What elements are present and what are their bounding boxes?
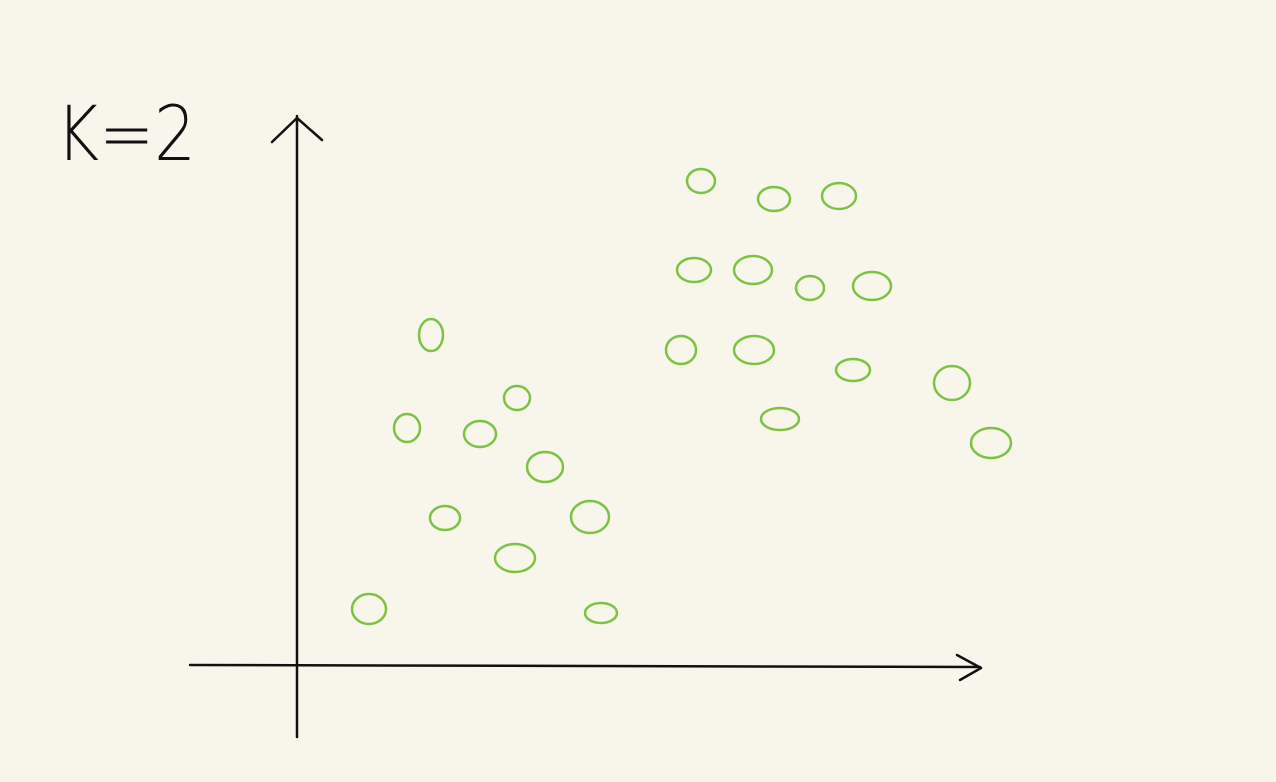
point bbox=[932, 364, 972, 402]
point bbox=[675, 256, 713, 284]
point bbox=[759, 406, 801, 432]
point bbox=[664, 334, 698, 366]
x-axis-line bbox=[188, 663, 982, 669]
point bbox=[525, 450, 565, 484]
point bbox=[794, 274, 826, 302]
point bbox=[462, 419, 498, 449]
point bbox=[756, 185, 792, 213]
point bbox=[569, 499, 611, 535]
point bbox=[969, 426, 1013, 460]
point bbox=[428, 504, 462, 532]
point bbox=[350, 592, 388, 626]
annotation: K=2 bbox=[56, 89, 196, 178]
point bbox=[583, 601, 619, 625]
point bbox=[820, 181, 858, 211]
point bbox=[502, 384, 532, 412]
y-axis-arrow bbox=[270, 116, 324, 144]
x-axis bbox=[188, 653, 983, 682]
point bbox=[732, 334, 776, 366]
point bbox=[851, 270, 893, 302]
point bbox=[685, 167, 717, 195]
point bbox=[834, 357, 872, 383]
points bbox=[350, 167, 1013, 626]
point bbox=[493, 542, 537, 574]
point bbox=[417, 317, 445, 353]
point bbox=[392, 412, 422, 444]
y-axis bbox=[270, 114, 324, 739]
x-axis-arrow bbox=[955, 653, 983, 682]
point bbox=[732, 254, 774, 286]
